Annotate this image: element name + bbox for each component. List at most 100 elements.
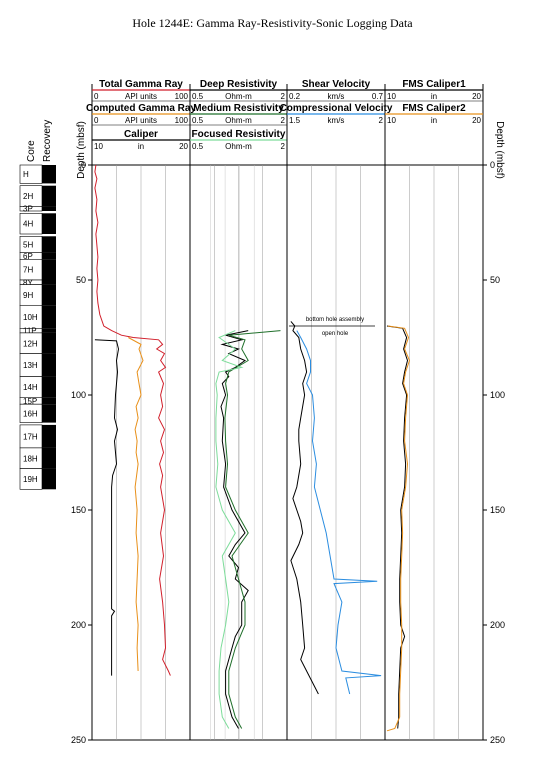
depth-axis-label-right: Depth (mbsf) [494,121,505,179]
track-header-max: 2 [281,92,286,101]
core-label: 6P [23,252,33,261]
depth-tick-label-left: 150 [71,505,86,515]
core-label: H [23,170,29,179]
core-label: 12H [23,339,38,348]
track-header-title: Total Gamma Ray [99,79,183,90]
track-header-min: 10 [387,92,396,101]
series-line-medium-resistivity [224,330,281,729]
track-header-title: Computed Gamma Ray [86,103,196,114]
track-header-title: FMS Caliper2 [402,103,466,114]
track-header-max: 2 [281,142,286,151]
track-header-unit: in [431,116,437,125]
track-header-min: 10 [94,142,103,151]
track-header-max: 20 [179,142,188,151]
track-header-unit: Ohm-m [225,142,252,151]
core-label: 14H [23,383,38,392]
core-label: 3P [23,205,33,214]
track-header-max: 20 [472,116,481,125]
track-header-min: 0.2 [289,92,301,101]
recovery-bar [42,185,56,207]
core-label: 19H [23,475,38,484]
track-header-title: Shear Velocity [302,79,371,90]
core-label: 2H [23,192,33,201]
series-line-deep-resistivity [220,330,249,729]
track-header-min: 0.5 [192,116,204,125]
track-header-max: 100 [175,116,189,125]
recovery-bar [42,165,56,184]
track-header-title: Compressional Velocity [280,103,393,114]
core-label: 8Y [23,278,33,287]
depth-tick-label-right: 250 [490,735,505,745]
core-label: 7H [23,266,33,275]
recovery-column-label: Recovery [42,120,53,162]
track-header-max: 0.7 [372,92,384,101]
series-line-shear-velocity [290,321,319,695]
series-line-caliper [94,339,120,676]
track-header-max: 20 [472,92,481,101]
depth-tick-label-right: 50 [490,275,500,285]
recovery-bar [42,259,56,280]
track-header-unit: API units [125,92,157,101]
recovery-bar [42,468,56,490]
track-header-unit: km/s [328,92,345,101]
track-header-min: 0.5 [192,92,204,101]
track-header-title: Caliper [124,129,158,140]
core-label: 18H [23,454,38,463]
track-header-unit: in [431,92,437,101]
track-header-min: 0 [94,92,99,101]
depth-tick-label-right: 0 [490,160,495,170]
track-header-title: Medium Resistivity [193,103,284,114]
series-line-total-gamma-ray [94,164,171,676]
recovery-bar [42,353,56,377]
track-header-title: FMS Caliper1 [402,79,466,90]
annotation-label: bottom hole assembly [306,317,364,323]
recovery-bar [42,213,56,234]
track-header-unit: in [138,142,144,151]
depth-tick-label-left: 0 [81,160,86,170]
recovery-bar [42,305,56,329]
core-label: 15P [23,397,37,406]
recovery-bar [42,447,56,469]
chart-title: Hole 1244E: Gamma Ray-Resistivity-Sonic … [132,16,413,30]
recovery-bar [42,206,56,211]
depth-tick-label-left: 100 [71,390,86,400]
recovery-bar [42,328,56,333]
track-header-max: 100 [175,92,189,101]
annotation-label: open hole [322,331,349,337]
track-header-unit: API units [125,116,157,125]
depth-tick-label-left: 50 [76,275,86,285]
series-line-focused-resistivity [215,330,244,729]
core-column-label: Core [26,140,37,162]
recovery-bar [42,280,56,285]
depth-tick-label-left: 200 [71,620,86,630]
recovery-bar [42,397,56,405]
core-label: 11P [23,327,37,336]
depth-tick-label-right: 150 [490,505,505,515]
series-line-computed-gamma-ray [128,337,144,672]
recovery-bar [42,332,56,354]
track-header-min: 1.5 [289,116,301,125]
track-header-max: 2 [281,116,286,125]
core-label: 10H [23,313,38,322]
recovery-bar [42,424,56,448]
track-header-max: 2 [379,116,384,125]
track-header-title: Deep Resistivity [200,79,278,90]
series-line-fms-caliper1 [386,325,409,729]
track-header-min: 10 [387,116,396,125]
core-label: 4H [23,220,33,229]
recovery-bar [42,284,56,306]
core-label: 9H [23,291,33,300]
depth-tick-label-left: 250 [71,735,86,745]
track-header-unit: Ohm-m [225,116,252,125]
track-header-min: 0 [94,116,99,125]
track-header-unit: km/s [328,116,345,125]
core-label: 13H [23,361,38,370]
core-label: 16H [23,409,38,418]
core-label: 5H [23,240,33,249]
recovery-bar [42,236,56,253]
recovery-bar [42,376,56,398]
depth-tick-label-right: 200 [490,620,505,630]
series-line-compressional-velocity [296,330,382,695]
track-header-unit: Ohm-m [225,92,252,101]
series-line-fms-caliper2 [386,325,411,732]
